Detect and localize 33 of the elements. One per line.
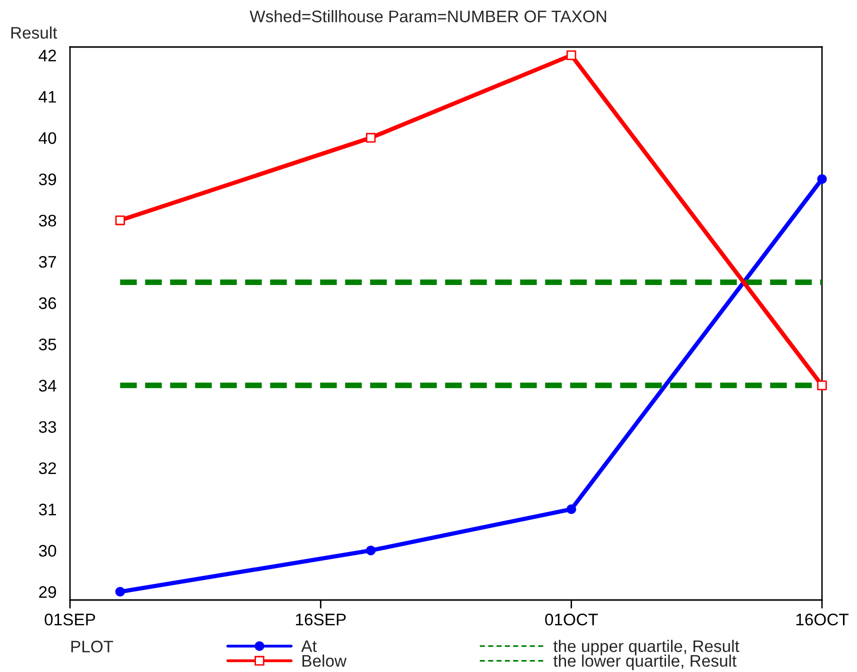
y-tick-label: 36: [38, 297, 56, 310]
legend-label: the upper quartile, Result: [553, 640, 740, 656]
x-tick-label: 16OCT: [796, 614, 848, 626]
y-tick-label: 33: [38, 421, 56, 433]
x-tick-label: 01SEP: [44, 614, 96, 626]
y-tick-label: 32: [38, 462, 56, 474]
y-tick-label: 30: [38, 544, 56, 557]
y-tick-label: 31: [38, 504, 56, 516]
legend-label: Below: [302, 654, 347, 667]
y-tick-label: 40: [38, 132, 56, 144]
point: [366, 546, 376, 556]
legend-label: At: [301, 640, 317, 652]
y-tick-label: 39: [38, 173, 56, 186]
y-axis-title: Result: [11, 26, 58, 39]
chart-title: Wshed=Stillhouse Param=NUMBER OF TAXON: [250, 10, 606, 22]
y-tick-label: 37: [38, 256, 56, 268]
point: [817, 380, 827, 390]
y-tick-label: 35: [38, 338, 56, 350]
y-tick-label: 38: [38, 214, 56, 227]
legend-title: PLOT: [71, 640, 114, 652]
point: [115, 215, 125, 226]
legend-label: the lower quartile, Result: [553, 654, 736, 670]
y-tick-label: 34: [38, 380, 56, 392]
y-tick-label: 29: [39, 586, 56, 598]
x-tick-label: 01OCT: [545, 614, 598, 626]
y-tick-label: 41: [38, 91, 56, 103]
x-tick-label: 16SEP: [296, 614, 346, 626]
point: [366, 132, 376, 143]
point: [566, 504, 576, 514]
point: [566, 50, 576, 60]
y-tick-label: 42: [38, 50, 56, 62]
point: [115, 586, 125, 597]
point: [817, 174, 827, 184]
